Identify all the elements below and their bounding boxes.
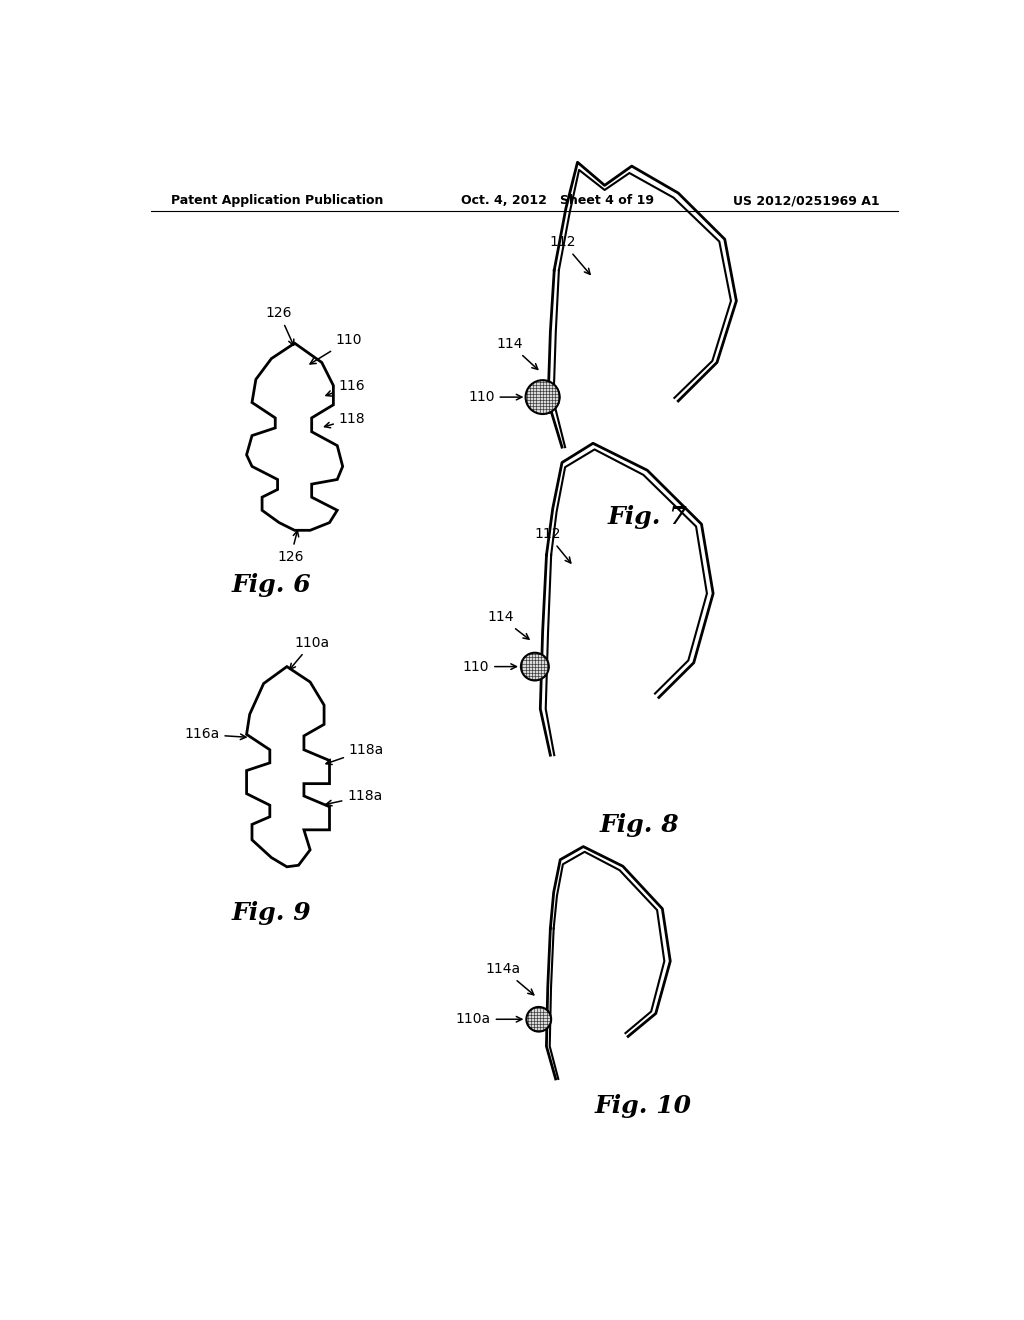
Polygon shape — [247, 667, 330, 867]
Text: 110: 110 — [468, 391, 522, 404]
Text: Oct. 4, 2012   Sheet 4 of 19: Oct. 4, 2012 Sheet 4 of 19 — [461, 194, 654, 207]
Polygon shape — [247, 343, 343, 531]
Circle shape — [526, 1007, 551, 1032]
Text: US 2012/0251969 A1: US 2012/0251969 A1 — [733, 194, 880, 207]
Text: Fig. 10: Fig. 10 — [595, 1094, 692, 1118]
Text: Fig. 7: Fig. 7 — [607, 506, 687, 529]
Text: 114: 114 — [497, 337, 538, 370]
Text: Patent Application Publication: Patent Application Publication — [171, 194, 383, 207]
Text: 126: 126 — [266, 306, 294, 346]
Text: 118a: 118a — [326, 743, 384, 764]
Text: 112: 112 — [534, 527, 570, 564]
Text: 110a: 110a — [290, 636, 330, 669]
Text: 112: 112 — [550, 235, 590, 275]
Text: Fig. 6: Fig. 6 — [231, 573, 311, 597]
Text: Fig. 8: Fig. 8 — [600, 813, 679, 837]
Text: 114: 114 — [487, 610, 529, 639]
Text: Fig. 9: Fig. 9 — [231, 902, 311, 925]
Text: 114a: 114a — [485, 962, 534, 995]
Circle shape — [521, 653, 549, 681]
Text: 116: 116 — [326, 379, 366, 396]
Text: 110: 110 — [310, 333, 362, 364]
Text: 116a: 116a — [184, 727, 246, 742]
Circle shape — [525, 380, 560, 414]
Text: 118: 118 — [325, 412, 366, 428]
Text: 110: 110 — [463, 660, 516, 673]
Text: 118a: 118a — [326, 789, 383, 805]
Text: 110a: 110a — [456, 1012, 522, 1026]
Text: 126: 126 — [278, 531, 304, 564]
